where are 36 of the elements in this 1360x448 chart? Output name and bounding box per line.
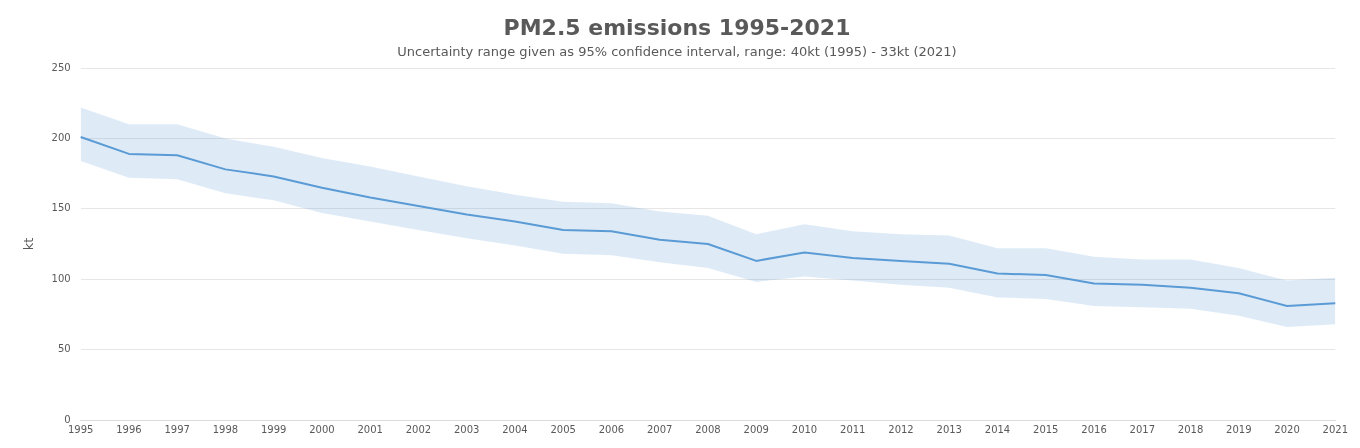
x-tick-label: 1997 <box>164 423 190 435</box>
y-tick-label: 100 <box>51 272 71 284</box>
x-tick-label: 2010 <box>791 423 818 435</box>
x-tick-label: 1995 <box>67 423 94 435</box>
x-tick-label: 2000 <box>309 423 335 435</box>
chart-subtitle: Uncertainty range given as 95% confidence interval, range: 40kt (1995) - 33kt (2021) <box>397 43 957 59</box>
x-tick-label: 1998 <box>212 423 239 435</box>
x-tick-label: 2011 <box>840 423 866 435</box>
x-tick-label: 2007 <box>647 423 673 435</box>
x-tick-label: 2003 <box>453 423 480 435</box>
x-tick-label: 2021 <box>1322 423 1348 435</box>
x-tick-label: 2015 <box>1033 423 1059 435</box>
y-tick-label: 250 <box>51 61 71 73</box>
x-tick-label: 2006 <box>598 423 625 435</box>
x-tick-label: 2017 <box>1129 423 1155 435</box>
y-tick-label: 150 <box>51 202 71 214</box>
y-axis-title: kt <box>21 237 37 251</box>
x-tick-label: 2009 <box>743 423 769 435</box>
x-tick-label: 2016 <box>1081 423 1107 435</box>
x-tick-label: 2002 <box>405 423 432 435</box>
x-tick-label: 2018 <box>1177 423 1204 435</box>
x-tick-label: 2004 <box>502 423 528 435</box>
x-tick-label: 1996 <box>116 423 142 435</box>
x-tick-label: 2012 <box>888 423 914 435</box>
x-tick-label: 2013 <box>936 423 962 435</box>
x-tick-label: 2008 <box>695 423 721 435</box>
y-tick-label: 200 <box>51 131 71 143</box>
y-tick-label: 50 <box>57 343 71 355</box>
x-tick-label: 2014 <box>984 423 1011 435</box>
x-tick-label: 2020 <box>1274 423 1300 435</box>
x-tick-label: 2019 <box>1226 423 1252 435</box>
x-tick-label: 2001 <box>357 423 383 435</box>
y-tick-label: 0 <box>64 413 71 425</box>
chart-title: PM2.5 emissions 1995-2021 <box>503 14 851 40</box>
x-tick-label: 1999 <box>260 423 287 435</box>
x-tick-label: 2005 <box>550 423 576 435</box>
